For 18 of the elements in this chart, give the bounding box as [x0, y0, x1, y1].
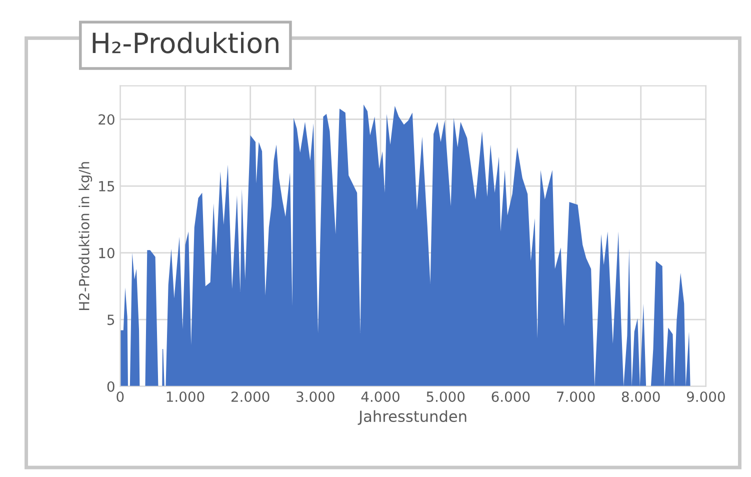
- x-axis-title: Jahresstunden: [358, 410, 466, 425]
- chart-title: H₂-Produktion: [92, 32, 278, 54]
- x-tick-label: 5.000: [426, 391, 465, 402]
- x-tick-label: 0: [116, 391, 124, 402]
- x-tick-label: 2.000: [231, 391, 270, 402]
- y-tick-label: 10: [99, 248, 114, 258]
- x-tick-label: 3.000: [296, 391, 334, 402]
- y-axis-title: H2-Produktion in kg/h: [78, 162, 92, 310]
- x-tick-label: 9.000: [686, 391, 725, 402]
- x-tick-label: 8.000: [622, 391, 660, 402]
- x-tick-label: 1.000: [166, 391, 204, 402]
- x-tick-label: 4.000: [361, 391, 400, 402]
- y-tick-label: 20: [98, 114, 114, 125]
- y-tick-label: 15: [99, 181, 114, 192]
- x-tick-label: 7.000: [557, 391, 595, 402]
- y-tick-label: 5: [108, 314, 114, 326]
- x-tick-label: 6.000: [492, 391, 530, 402]
- y-tick-label: 0: [107, 381, 114, 392]
